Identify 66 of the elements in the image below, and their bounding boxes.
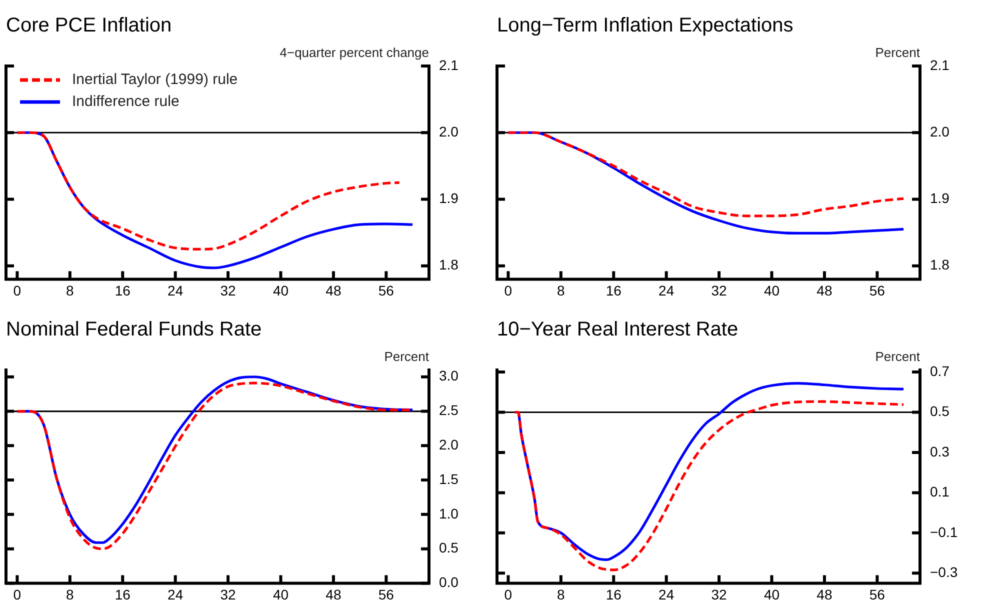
x-tick-label: 24 [168,282,184,298]
y-tick-label: 3.0 [439,368,459,384]
y-tick-label: −0.3 [930,564,958,580]
x-tick-label: 56 [869,282,886,298]
y-tick-label: −0.1 [930,524,958,540]
x-tick-label: 16 [114,586,131,602]
chart-title: Core PCE Inflation [6,14,172,37]
x-tick-label: 8 [557,282,566,298]
y-tick-label: 1.5 [439,470,459,487]
x-tick-label: 48 [816,282,832,298]
chart-title: 10−Year Real Interest Rate [497,318,738,341]
y-axis-title: 4−quarter percent change [280,45,429,60]
y-axis-title: Percent [875,349,920,364]
x-tick-label: 40 [764,586,780,602]
y-tick-label: 0.3 [930,443,950,460]
x-tick-label: 16 [606,586,622,602]
y-tick-label: 0.5 [439,540,459,556]
x-tick-label: 24 [168,586,184,602]
x-tick-label: 8 [557,586,566,602]
y-tick-label: 1.0 [439,505,459,522]
x-tick-label: 16 [606,282,622,298]
x-tick-label: 8 [66,586,74,602]
legend-label: Inertial Taylor (1999) rule [72,71,238,88]
chart-title: Long−Term Inflation Expectations [497,14,794,37]
chart-title: Nominal Federal Funds Rate [6,318,262,341]
x-tick-label: 0 [13,282,22,298]
y-tick-label: 0.1 [930,484,950,500]
y-axis-title: Percent [384,349,430,364]
x-tick-label: 56 [869,586,886,602]
y-tick-label: 2.5 [439,402,459,418]
x-tick-label: 0 [504,282,512,298]
y-axis-title: Percent [875,45,920,60]
x-tick-label: 48 [816,586,832,602]
y-tick-label: 0.0 [439,574,459,590]
x-tick-label: 32 [220,586,236,602]
y-tick-label: 2.0 [439,123,459,140]
x-tick-label: 40 [764,282,780,298]
y-tick-label: 1.9 [439,190,459,206]
x-tick-label: 40 [272,282,289,298]
x-tick-label: 32 [711,282,728,298]
x-tick-label: 40 [272,586,289,602]
y-tick-label: 1.8 [930,256,950,273]
x-tick-label: 56 [378,586,394,602]
x-tick-label: 24 [658,282,674,298]
x-tick-label: 48 [326,586,342,602]
y-tick-label: 2.0 [439,436,459,453]
y-tick-label: 0.7 [930,362,950,379]
x-tick-label: 32 [220,282,236,298]
y-tick-label: 1.9 [930,190,950,206]
x-tick-label: 16 [114,282,131,298]
y-tick-label: 0.5 [930,403,950,420]
line-series [513,400,905,572]
y-tick-label: 2.0 [930,123,950,140]
x-tick-label: 0 [13,586,22,602]
y-tick-label: 2.1 [930,56,950,73]
line-series [16,131,401,251]
line-series [506,131,905,218]
y-tick-label: 2.1 [439,56,459,73]
x-tick-label: 8 [66,282,74,298]
legend-label: Indifference rule [72,93,180,110]
x-tick-label: 32 [711,586,728,602]
x-tick-label: 56 [378,282,394,298]
x-tick-label: 48 [326,282,342,298]
x-tick-label: 0 [504,586,512,602]
x-tick-label: 24 [658,586,674,602]
y-tick-label: 1.8 [439,256,459,273]
